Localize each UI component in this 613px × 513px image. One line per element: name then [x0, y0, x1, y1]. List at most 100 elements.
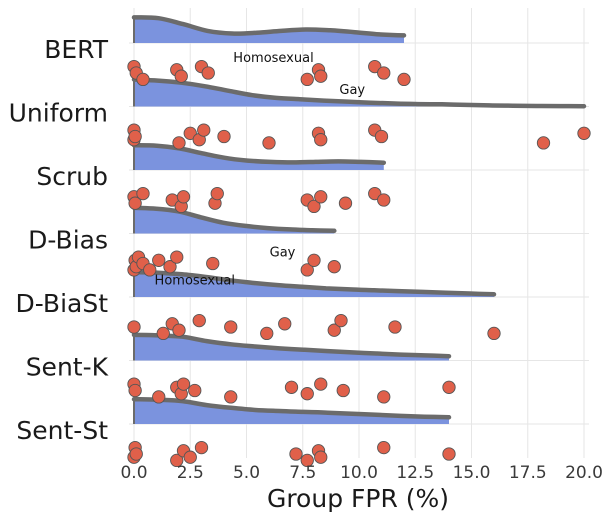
data-point [442, 380, 456, 394]
annotation-label: Gay [339, 83, 365, 98]
data-point [336, 383, 350, 398]
data-point [368, 59, 382, 74]
y-tick-label: BERT [44, 35, 108, 64]
density-fill-0 [134, 17, 404, 43]
density-outline-1 [131, 77, 587, 109]
data-point [210, 186, 224, 201]
data-point [368, 186, 382, 201]
data-point [314, 190, 328, 204]
x-tick-label: 0.0 [120, 463, 147, 483]
data-point [224, 390, 238, 404]
x-axis-label: Group FPR (%) [267, 484, 449, 513]
data-point [577, 126, 591, 140]
density-outline-6 [131, 396, 452, 420]
annotation-label: Gay [270, 246, 296, 261]
y-tick-labels: BERT Uniform Scrub D-Bias D-BiaSt Sent-K Sent-… [9, 35, 109, 445]
data-point [174, 69, 188, 83]
data-point [172, 136, 186, 150]
density-outline-5 [131, 332, 452, 359]
data-point [300, 453, 314, 468]
data-point [136, 72, 150, 87]
data-point [377, 440, 391, 455]
data-point [284, 380, 299, 394]
data-point [152, 253, 166, 267]
data-point [217, 129, 231, 144]
x-tick-label: 5.0 [233, 463, 260, 483]
data-point [129, 447, 143, 461]
data-point [128, 129, 142, 144]
y-tick-label: Uniform [9, 99, 108, 128]
data-point [536, 136, 551, 150]
y-tick-label: Scrub [36, 162, 108, 191]
data-point [314, 133, 328, 147]
data-point [388, 320, 402, 334]
data-point [183, 126, 197, 140]
data-point [377, 66, 391, 80]
data-point [442, 447, 456, 461]
x-tick-label: 12.5 [396, 463, 434, 483]
data-point [128, 196, 142, 210]
data-point [307, 253, 321, 267]
annotations: Homosexual Gay Gay Homosexual [155, 51, 366, 289]
data-point [262, 136, 276, 150]
density-fill-1 [134, 79, 584, 107]
density-outline-0 [131, 15, 407, 38]
x-tick-labels: 0.0 2.5 5.0 7.5 10.0 12.5 15.0 17.5 20.0 [120, 463, 602, 483]
x-tick-label: 20.0 [565, 463, 603, 483]
data-point [224, 320, 238, 334]
density-outline-3 [131, 205, 337, 234]
data-point [307, 199, 321, 214]
data-point [289, 447, 303, 461]
data-point [127, 320, 141, 334]
data-point [163, 260, 177, 274]
data-point [206, 256, 220, 271]
data-point [188, 383, 202, 398]
data-point [300, 72, 314, 87]
x-tick-label: 2.5 [177, 463, 204, 483]
data-point [487, 326, 501, 341]
data-point [278, 317, 292, 331]
data-point [170, 250, 184, 264]
density-fill-4 [134, 272, 494, 297]
data-point [136, 186, 150, 201]
data-point [314, 69, 328, 83]
data-point [377, 193, 391, 207]
data-point [183, 450, 197, 464]
x-tick-label: 7.5 [289, 463, 316, 483]
data-point [374, 129, 389, 144]
data-point [201, 66, 215, 80]
density-outline-4 [131, 269, 497, 297]
data-point [156, 326, 170, 341]
data-point [170, 453, 184, 468]
data-point [192, 313, 206, 328]
annotation-label: Homosexual [233, 51, 313, 66]
x-tick-label: 10.0 [340, 463, 378, 483]
data-points [127, 59, 591, 468]
x-tick-label: 17.5 [509, 463, 547, 483]
data-point [128, 383, 142, 398]
x-tick-label: 15.0 [453, 463, 491, 483]
data-point [176, 377, 191, 391]
data-point [327, 323, 341, 337]
y-tick-label: Sent-St [16, 416, 108, 445]
data-point [260, 326, 274, 341]
data-point [314, 450, 328, 464]
data-point [397, 72, 411, 87]
y-tick-label: D-BiaSt [16, 289, 109, 318]
data-point [176, 190, 191, 204]
data-point [338, 196, 353, 210]
data-point [172, 323, 186, 337]
data-point [314, 377, 328, 391]
data-point [300, 263, 314, 277]
data-point [377, 390, 391, 404]
data-point [334, 313, 348, 328]
data-point [327, 260, 341, 274]
data-point [194, 440, 209, 455]
data-point [197, 123, 211, 137]
y-tick-label: D-Bias [28, 226, 108, 255]
annotation-label: Homosexual [155, 274, 235, 289]
data-point [152, 390, 166, 404]
y-tick-label: Sent-K [26, 353, 109, 382]
